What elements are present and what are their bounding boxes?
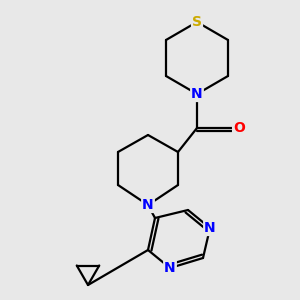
Text: N: N [142, 198, 154, 212]
Text: N: N [191, 87, 203, 101]
Text: O: O [233, 121, 245, 135]
Text: N: N [164, 261, 176, 275]
Text: N: N [204, 221, 216, 235]
Text: S: S [192, 15, 202, 29]
